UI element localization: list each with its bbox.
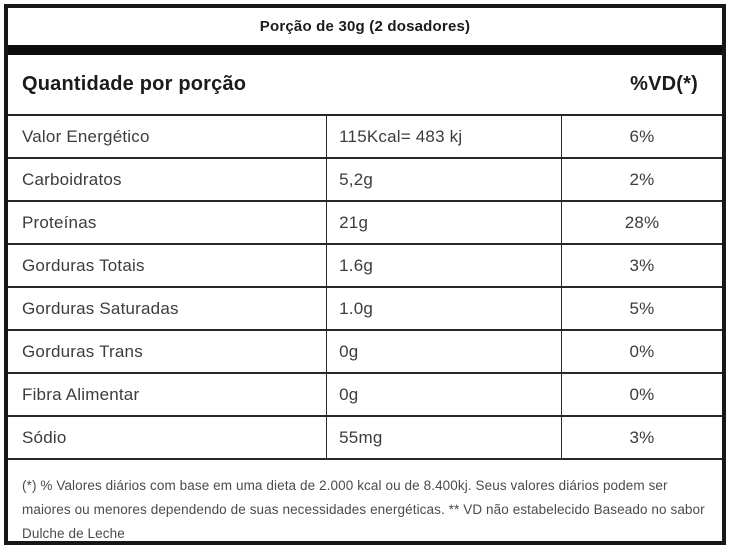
table-row: Carboidratos 5,2g 2%	[8, 159, 722, 202]
table-row: Valor Energético 115Kcal= 483 kj 6%	[8, 116, 722, 159]
nutrient-amount: 5,2g	[327, 159, 563, 200]
nutrient-table: Valor Energético 115Kcal= 483 kj 6% Carb…	[8, 116, 722, 460]
daily-value-label: %VD(*)	[630, 73, 698, 95]
table-row: Sódio 55mg 3%	[8, 417, 722, 460]
thick-divider-bar	[8, 45, 722, 55]
nutrient-vd: 0%	[629, 384, 655, 404]
nutrient-vd: 3%	[629, 255, 655, 275]
table-row: Fibra Alimentar 0g 0%	[8, 374, 722, 417]
table-row: Gorduras Trans 0g 0%	[8, 331, 722, 374]
nutrient-vd: 6%	[629, 126, 655, 146]
serving-size-text: Porção de 30g (2 dosadores)	[259, 18, 471, 35]
nutrient-name: Carboidratos	[8, 159, 328, 200]
nutrient-vd: 2%	[629, 169, 655, 189]
nutrient-vd: 0%	[629, 341, 655, 361]
nutrient-vd: 3%	[629, 427, 655, 447]
nutrient-vd: 5%	[629, 298, 655, 318]
serving-size-header: Porção de 30g (2 dosadores)	[8, 8, 722, 45]
nutrient-amount: 21g	[327, 202, 563, 243]
nutrient-amount: 1.6g	[327, 245, 563, 286]
nutrient-name: Gorduras Saturadas	[8, 288, 328, 329]
daily-values-footnote: (*) % Valores diários com base em uma di…	[22, 478, 705, 541]
nutrient-amount: 115Kcal= 483 kj	[327, 116, 563, 157]
nutrient-amount: 1.0g	[327, 288, 563, 329]
nutrient-name: Proteínas	[8, 202, 328, 243]
table-row: Gorduras Saturadas 1.0g 5%	[8, 288, 722, 331]
nutrient-amount: 55mg	[327, 417, 563, 458]
nutrient-amount: 0g	[327, 374, 563, 415]
table-row: Gorduras Totais 1.6g 3%	[8, 245, 722, 288]
nutrient-name: Sódio	[8, 417, 328, 458]
nutrient-amount: 0g	[327, 331, 563, 372]
nutrient-name: Valor Energético	[8, 116, 328, 157]
nutrition-facts-table: Porção de 30g (2 dosadores) Quantidade p…	[4, 4, 726, 545]
table-header-row: Quantidade por porção %VD(*)	[8, 55, 722, 116]
nutrient-name: Gorduras Totais	[8, 245, 328, 286]
nutrient-vd: 28%	[624, 212, 660, 232]
quantity-per-serving-label: Quantidade por porção	[22, 73, 247, 95]
nutrient-name: Fibra Alimentar	[8, 374, 328, 415]
table-row: Proteínas 21g 28%	[8, 202, 722, 245]
nutrient-name: Gorduras Trans	[8, 331, 328, 372]
